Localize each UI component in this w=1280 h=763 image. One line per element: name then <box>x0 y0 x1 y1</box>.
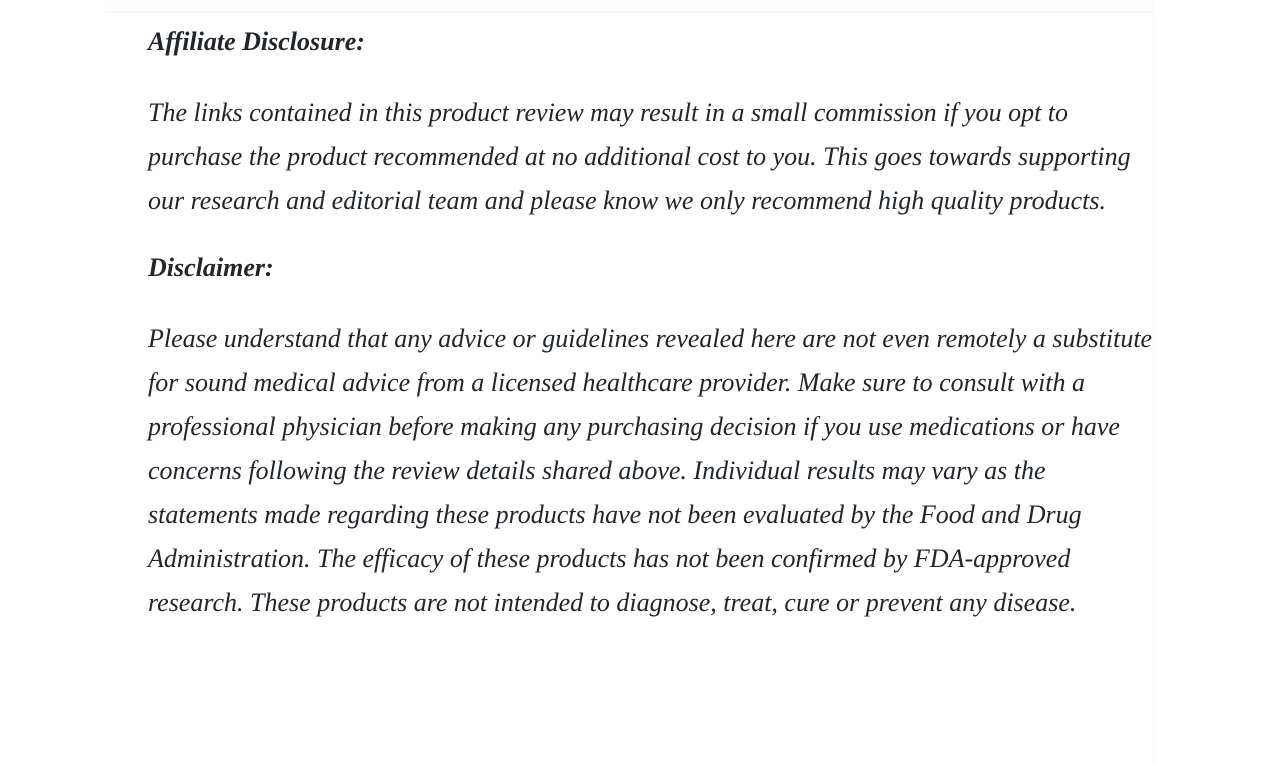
affiliate-disclosure-heading: Affiliate Disclosure: <box>148 27 365 56</box>
article-content: Affiliate Disclosure: The links containe… <box>148 20 1154 648</box>
disclaimer-heading: Disclaimer: <box>148 253 274 282</box>
affiliate-disclosure-text: The links contained in this product revi… <box>148 98 1131 215</box>
disclaimer-section: Disclaimer: Please understand that any a… <box>148 246 1154 625</box>
affiliate-disclosure-section: Affiliate Disclosure: The links containe… <box>148 20 1154 223</box>
previous-block-edge <box>105 0 1153 13</box>
content-column-divider <box>1153 0 1154 763</box>
disclaimer-text: Please understand that any advice or gui… <box>148 324 1153 617</box>
